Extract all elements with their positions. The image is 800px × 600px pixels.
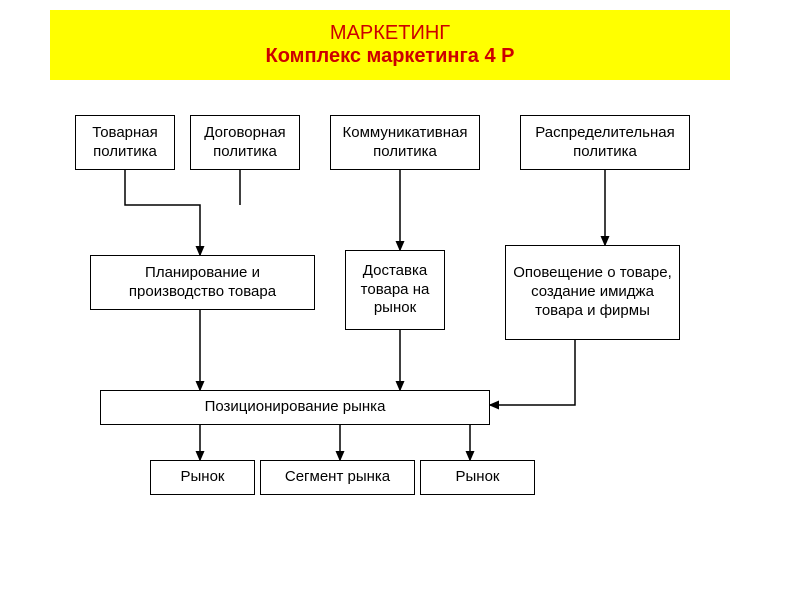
flowchart-node-n3: Коммуникативная политика <box>330 115 480 170</box>
flowchart-node-n7: Оповещение о товаре, создание имиджа тов… <box>505 245 680 340</box>
flowchart-node-n10: Сегмент рынка <box>260 460 415 495</box>
flowchart-node-n1: Товарная политика <box>75 115 175 170</box>
title-line-2: Комплекс маркетинга 4 Р <box>50 45 730 68</box>
title-line-1: МАРКЕТИНГ <box>50 22 730 45</box>
flowchart-node-n8: Позиционирование рынка <box>100 390 490 425</box>
flowchart-node-n11: Рынок <box>420 460 535 495</box>
flowchart-node-n4: Распределительная политика <box>520 115 690 170</box>
flowchart-node-n2: Договорная политика <box>190 115 300 170</box>
flowchart-node-n5: Планирование и производство товара <box>90 255 315 310</box>
title-header: МАРКЕТИНГ Комплекс маркетинга 4 Р <box>50 10 730 80</box>
flowchart-node-n6: Доставка товара на рынок <box>345 250 445 330</box>
flowchart-node-n9: Рынок <box>150 460 255 495</box>
